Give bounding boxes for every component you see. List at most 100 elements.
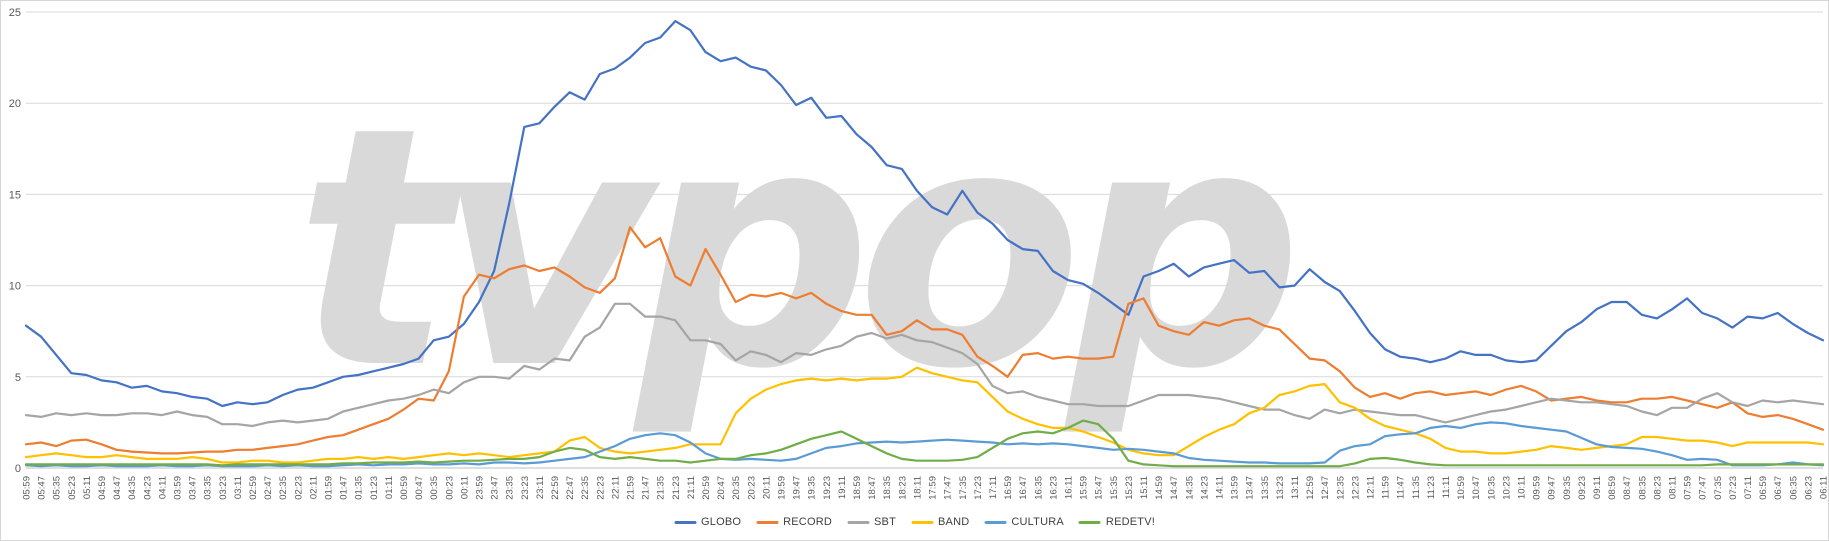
x-axis-tick-label: 15:23 bbox=[1124, 476, 1135, 500]
x-axis-tick-label: 03:47 bbox=[188, 476, 199, 500]
x-axis-tick-label: 23:47 bbox=[490, 476, 501, 500]
x-axis-tick-label: 03:23 bbox=[218, 476, 229, 500]
x-axis-tick-label: 03:11 bbox=[233, 476, 244, 499]
x-axis-tick-label: 01:35 bbox=[354, 476, 365, 500]
x-axis-tick-label: 10:35 bbox=[1486, 476, 1497, 500]
x-axis-tick-label: 19:23 bbox=[822, 476, 833, 500]
x-axis-tick-label: 01:59 bbox=[324, 476, 335, 500]
x-axis-tick-label: 13:47 bbox=[1245, 476, 1256, 500]
x-axis-tick-label: 22:47 bbox=[565, 476, 576, 500]
x-axis-tick-label: 16:35 bbox=[1033, 476, 1044, 500]
x-axis-tick-label: 00:47 bbox=[414, 476, 425, 500]
x-axis-tick-label: 18:47 bbox=[867, 476, 878, 500]
x-axis-tick-label: 00:23 bbox=[444, 476, 455, 500]
x-axis-tick-label: 14:35 bbox=[1184, 476, 1195, 500]
legend-item-redetv: REDETV! bbox=[1078, 516, 1155, 528]
x-axis-tick-label: 20:23 bbox=[746, 476, 757, 500]
x-axis-tick-label: 06:11 bbox=[1819, 476, 1829, 499]
x-axis-tick-label: 22:59 bbox=[550, 476, 561, 500]
legend-label: BAND bbox=[938, 516, 970, 528]
y-axis-labels: 0 5 10 15 20 25 bbox=[9, 7, 21, 475]
x-axis-tick-label: 11:59 bbox=[1381, 476, 1392, 499]
series-line-cultura bbox=[24, 421, 1825, 468]
x-axis-tick-label: 21:23 bbox=[671, 476, 682, 500]
x-axis-tick-label: 12:23 bbox=[1350, 476, 1361, 500]
series-lines-layer bbox=[24, 20, 1825, 468]
x-axis-tick-label: 16:47 bbox=[1018, 476, 1029, 500]
x-axis-tick-label: 00:11 bbox=[459, 476, 470, 499]
x-axis-tick-label: 10:47 bbox=[1471, 476, 1482, 500]
legend-line-marker bbox=[674, 520, 696, 524]
x-axis-tick-label: 09:11 bbox=[1592, 476, 1603, 499]
x-axis-tick-label: 13:11 bbox=[1290, 476, 1301, 499]
legend-label: SBT bbox=[874, 516, 896, 528]
x-axis-tick-label: 02:59 bbox=[248, 476, 259, 500]
x-axis-tick-label: 11:11 bbox=[1441, 476, 1452, 498]
x-axis-tick-label: 17:35 bbox=[958, 476, 969, 500]
x-axis-tick-label: 21:47 bbox=[641, 476, 652, 500]
x-axis-tick-label: 05:59 bbox=[22, 476, 33, 500]
x-axis-tick-label: 11:35 bbox=[1411, 476, 1422, 499]
x-axis-tick-label: 16:23 bbox=[1048, 476, 1059, 500]
series-line-redetv bbox=[24, 419, 1825, 468]
x-axis-tick-label: 20:11 bbox=[761, 476, 772, 499]
x-axis-tick-label: 05:47 bbox=[37, 476, 48, 500]
legend-label: RECORD bbox=[783, 516, 832, 528]
legend-line-marker bbox=[847, 520, 869, 524]
x-axis-tick-label: 08:35 bbox=[1637, 476, 1648, 500]
y-axis-tick-label: 0 bbox=[15, 463, 21, 475]
legend-label: CULTURA bbox=[1011, 516, 1064, 528]
x-axis-tick-label: 07:59 bbox=[1683, 476, 1694, 500]
x-axis-tick-label: 20:59 bbox=[701, 476, 712, 500]
x-axis-tick-label: 09:47 bbox=[1547, 476, 1558, 500]
x-axis-tick-label: 17:11 bbox=[988, 476, 999, 499]
x-axis-tick-label: 13:23 bbox=[1275, 476, 1286, 500]
x-axis-tick-label: 09:59 bbox=[1532, 476, 1543, 500]
x-axis-tick-label: 17:47 bbox=[943, 476, 954, 500]
x-axis-tick-label: 07:23 bbox=[1728, 476, 1739, 500]
x-axis-tick-label: 03:35 bbox=[203, 476, 214, 500]
x-axis-tick-label: 19:35 bbox=[807, 476, 818, 500]
legend-item-record: RECORD bbox=[756, 516, 832, 528]
series-line-record bbox=[24, 226, 1825, 455]
x-axis-tick-label: 15:47 bbox=[1094, 476, 1105, 500]
x-axis-tick-label: 22:35 bbox=[580, 476, 591, 500]
x-axis-tick-label: 08:23 bbox=[1652, 476, 1663, 500]
chart-legend: GLOBO RECORD SBT BAND CULTURA REDETV! bbox=[674, 516, 1155, 528]
x-axis-tick-label: 04:23 bbox=[142, 476, 153, 500]
x-axis-tick-label: 02:11 bbox=[308, 476, 319, 499]
y-axis-tick-label: 10 bbox=[9, 281, 21, 293]
x-axis-tick-label: 02:47 bbox=[263, 476, 274, 500]
y-axis-tick-label: 5 bbox=[15, 372, 21, 384]
x-axis-tick-label: 14:23 bbox=[1199, 476, 1210, 500]
x-axis-tick-label: 05:35 bbox=[52, 476, 63, 500]
x-axis-tick-label: 21:59 bbox=[626, 476, 637, 500]
x-axis-tick-label: 00:35 bbox=[429, 476, 440, 500]
gridlines-layer bbox=[26, 11, 1823, 469]
tvpop-watermark: tvpop bbox=[295, 57, 1294, 441]
x-axis-tick-label: 03:59 bbox=[173, 476, 184, 500]
x-axis-tick-label: 12:59 bbox=[1305, 476, 1316, 500]
legend-label: REDETV! bbox=[1105, 516, 1155, 528]
x-axis-tick-label: 14:59 bbox=[1154, 476, 1165, 500]
x-axis-tick-label: 20:47 bbox=[716, 476, 727, 500]
x-axis-tick-label: 18:23 bbox=[897, 476, 908, 500]
x-axis-tick-label: 00:59 bbox=[399, 476, 410, 500]
series-line-sbt bbox=[24, 302, 1825, 428]
x-axis-tick-label: 07:35 bbox=[1713, 476, 1724, 500]
x-axis-tick-label: 15:59 bbox=[1079, 476, 1090, 500]
legend-line-marker bbox=[1078, 520, 1101, 524]
x-axis-tick-label: 22:23 bbox=[595, 476, 606, 500]
x-axis-tick-label: 06:35 bbox=[1788, 476, 1799, 500]
y-axis-tick-label: 20 bbox=[9, 98, 21, 110]
x-axis-tick-label: 20:35 bbox=[731, 476, 742, 500]
x-axis-tick-label: 04:59 bbox=[97, 476, 108, 500]
x-axis-tick-label: 23:11 bbox=[535, 476, 546, 499]
x-axis-tick-label: 01:23 bbox=[369, 476, 380, 500]
x-axis-tick-label: 17:59 bbox=[928, 476, 939, 500]
legend-label: GLOBO bbox=[701, 516, 742, 528]
x-axis-tick-label: 13:35 bbox=[1260, 476, 1271, 500]
x-axis-tick-label: 06:59 bbox=[1758, 476, 1769, 500]
x-axis-tick-label: 04:47 bbox=[112, 476, 123, 500]
